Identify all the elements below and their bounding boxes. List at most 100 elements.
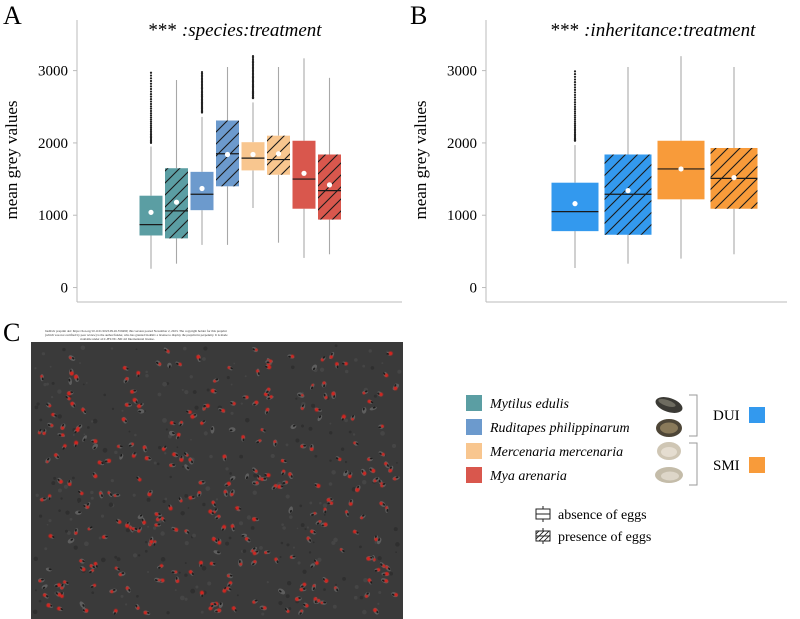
cell (68, 368, 74, 376)
background-speck (200, 610, 204, 614)
red-stain-spot (159, 564, 164, 568)
background-speck (282, 526, 286, 530)
red-stain-spot (244, 537, 249, 541)
cell (289, 554, 296, 560)
cell (260, 428, 266, 433)
red-stain-spot (217, 514, 221, 518)
cell (354, 485, 361, 492)
background-speck (51, 381, 55, 385)
background-speck (397, 369, 402, 374)
cell (314, 559, 319, 565)
red-stain-spot (379, 501, 383, 506)
background-speck (323, 588, 326, 591)
red-stain-spot (273, 484, 278, 488)
red-stain-spot (122, 366, 127, 370)
red-stain-spot (68, 482, 72, 486)
cell (315, 520, 323, 525)
cell (184, 451, 189, 457)
cell (372, 477, 380, 483)
red-stain-spot (99, 491, 102, 495)
cell (136, 476, 142, 482)
legend-label-smi: SMI (713, 458, 740, 474)
cell (216, 538, 222, 545)
background-speck (333, 537, 338, 543)
chart-b-box-0-outlier-11 (573, 124, 577, 127)
background-speck (83, 541, 89, 547)
red-stain-spot (300, 444, 304, 448)
chart-a-box-0-body (139, 195, 163, 236)
red-stain-spot (222, 454, 227, 459)
chart-a-box-2-outlier-29 (200, 78, 204, 81)
background-speck (136, 594, 139, 598)
chart-a-ytick-label-2: 2000 (38, 136, 68, 152)
red-stain-spot (198, 481, 203, 485)
background-speck (108, 502, 114, 507)
cell (154, 512, 162, 517)
cell (229, 489, 235, 497)
red-stain-spot (289, 556, 293, 559)
red-stain-spot (362, 471, 367, 476)
cell (381, 571, 390, 577)
cell (309, 511, 318, 516)
chart-b-box-0-outlier-19 (573, 108, 577, 111)
chart-a-box-2-outlier-32 (200, 74, 204, 77)
cell (222, 454, 228, 462)
red-stain-spot (322, 381, 326, 385)
cell (157, 564, 164, 569)
red-stain-spot (136, 371, 141, 375)
red-stain-spot (190, 414, 195, 419)
background-speck (63, 484, 69, 489)
legend-species-mytilus: Mytilus edulis (466, 395, 569, 412)
chart-b-box-0-outlier-9 (573, 128, 577, 131)
background-speck (71, 476, 75, 480)
red-stain-spot (380, 424, 384, 428)
background-speck (62, 347, 66, 352)
cell (255, 439, 262, 444)
red-stain-spot (316, 483, 321, 488)
cell (310, 563, 315, 568)
cell (367, 399, 374, 405)
cell (168, 430, 176, 436)
cell (87, 526, 93, 531)
background-speck (240, 402, 243, 405)
background-speck (100, 514, 105, 518)
cell (265, 387, 271, 394)
chart-b-box-0-outlier-10 (573, 126, 577, 129)
red-stain-spot (315, 561, 319, 565)
background-speck (165, 428, 168, 431)
red-stain-spot (180, 420, 183, 424)
cell (288, 471, 294, 480)
cell (171, 570, 178, 574)
cell (242, 395, 249, 400)
cell (136, 371, 141, 378)
chart-a-box-4-outlier-29 (251, 63, 255, 66)
chart-b-box-0-outlier-8 (573, 129, 577, 133)
background-speck (319, 367, 325, 372)
background-speck (362, 364, 366, 368)
red-stain-spot (384, 373, 389, 378)
red-stain-spot (324, 395, 328, 399)
chart-a-box-0-mean (148, 209, 154, 215)
legend-species-ruditapes: Ruditapes philippinarum (466, 419, 630, 436)
red-stain-spot (311, 383, 314, 387)
legend-presence: presence of eggs (535, 528, 651, 545)
background-speck (202, 502, 206, 507)
red-stain-spot (48, 494, 52, 498)
chart-b-box-0-outlier-12 (573, 122, 577, 125)
background-speck (114, 450, 118, 455)
background-speck (49, 365, 52, 368)
cell (311, 583, 317, 591)
background-speck (306, 526, 310, 529)
red-stain-spot (199, 590, 204, 595)
cell (210, 426, 215, 434)
chart-a-box-0-outlier-19 (149, 109, 153, 113)
cell (144, 455, 152, 461)
red-stain-spot (110, 590, 114, 594)
background-speck (194, 405, 199, 410)
cell (361, 406, 367, 414)
background-speck (252, 490, 257, 495)
background-speck (377, 602, 380, 605)
background-speck (166, 382, 170, 385)
cell (172, 452, 179, 458)
cell (343, 470, 349, 477)
